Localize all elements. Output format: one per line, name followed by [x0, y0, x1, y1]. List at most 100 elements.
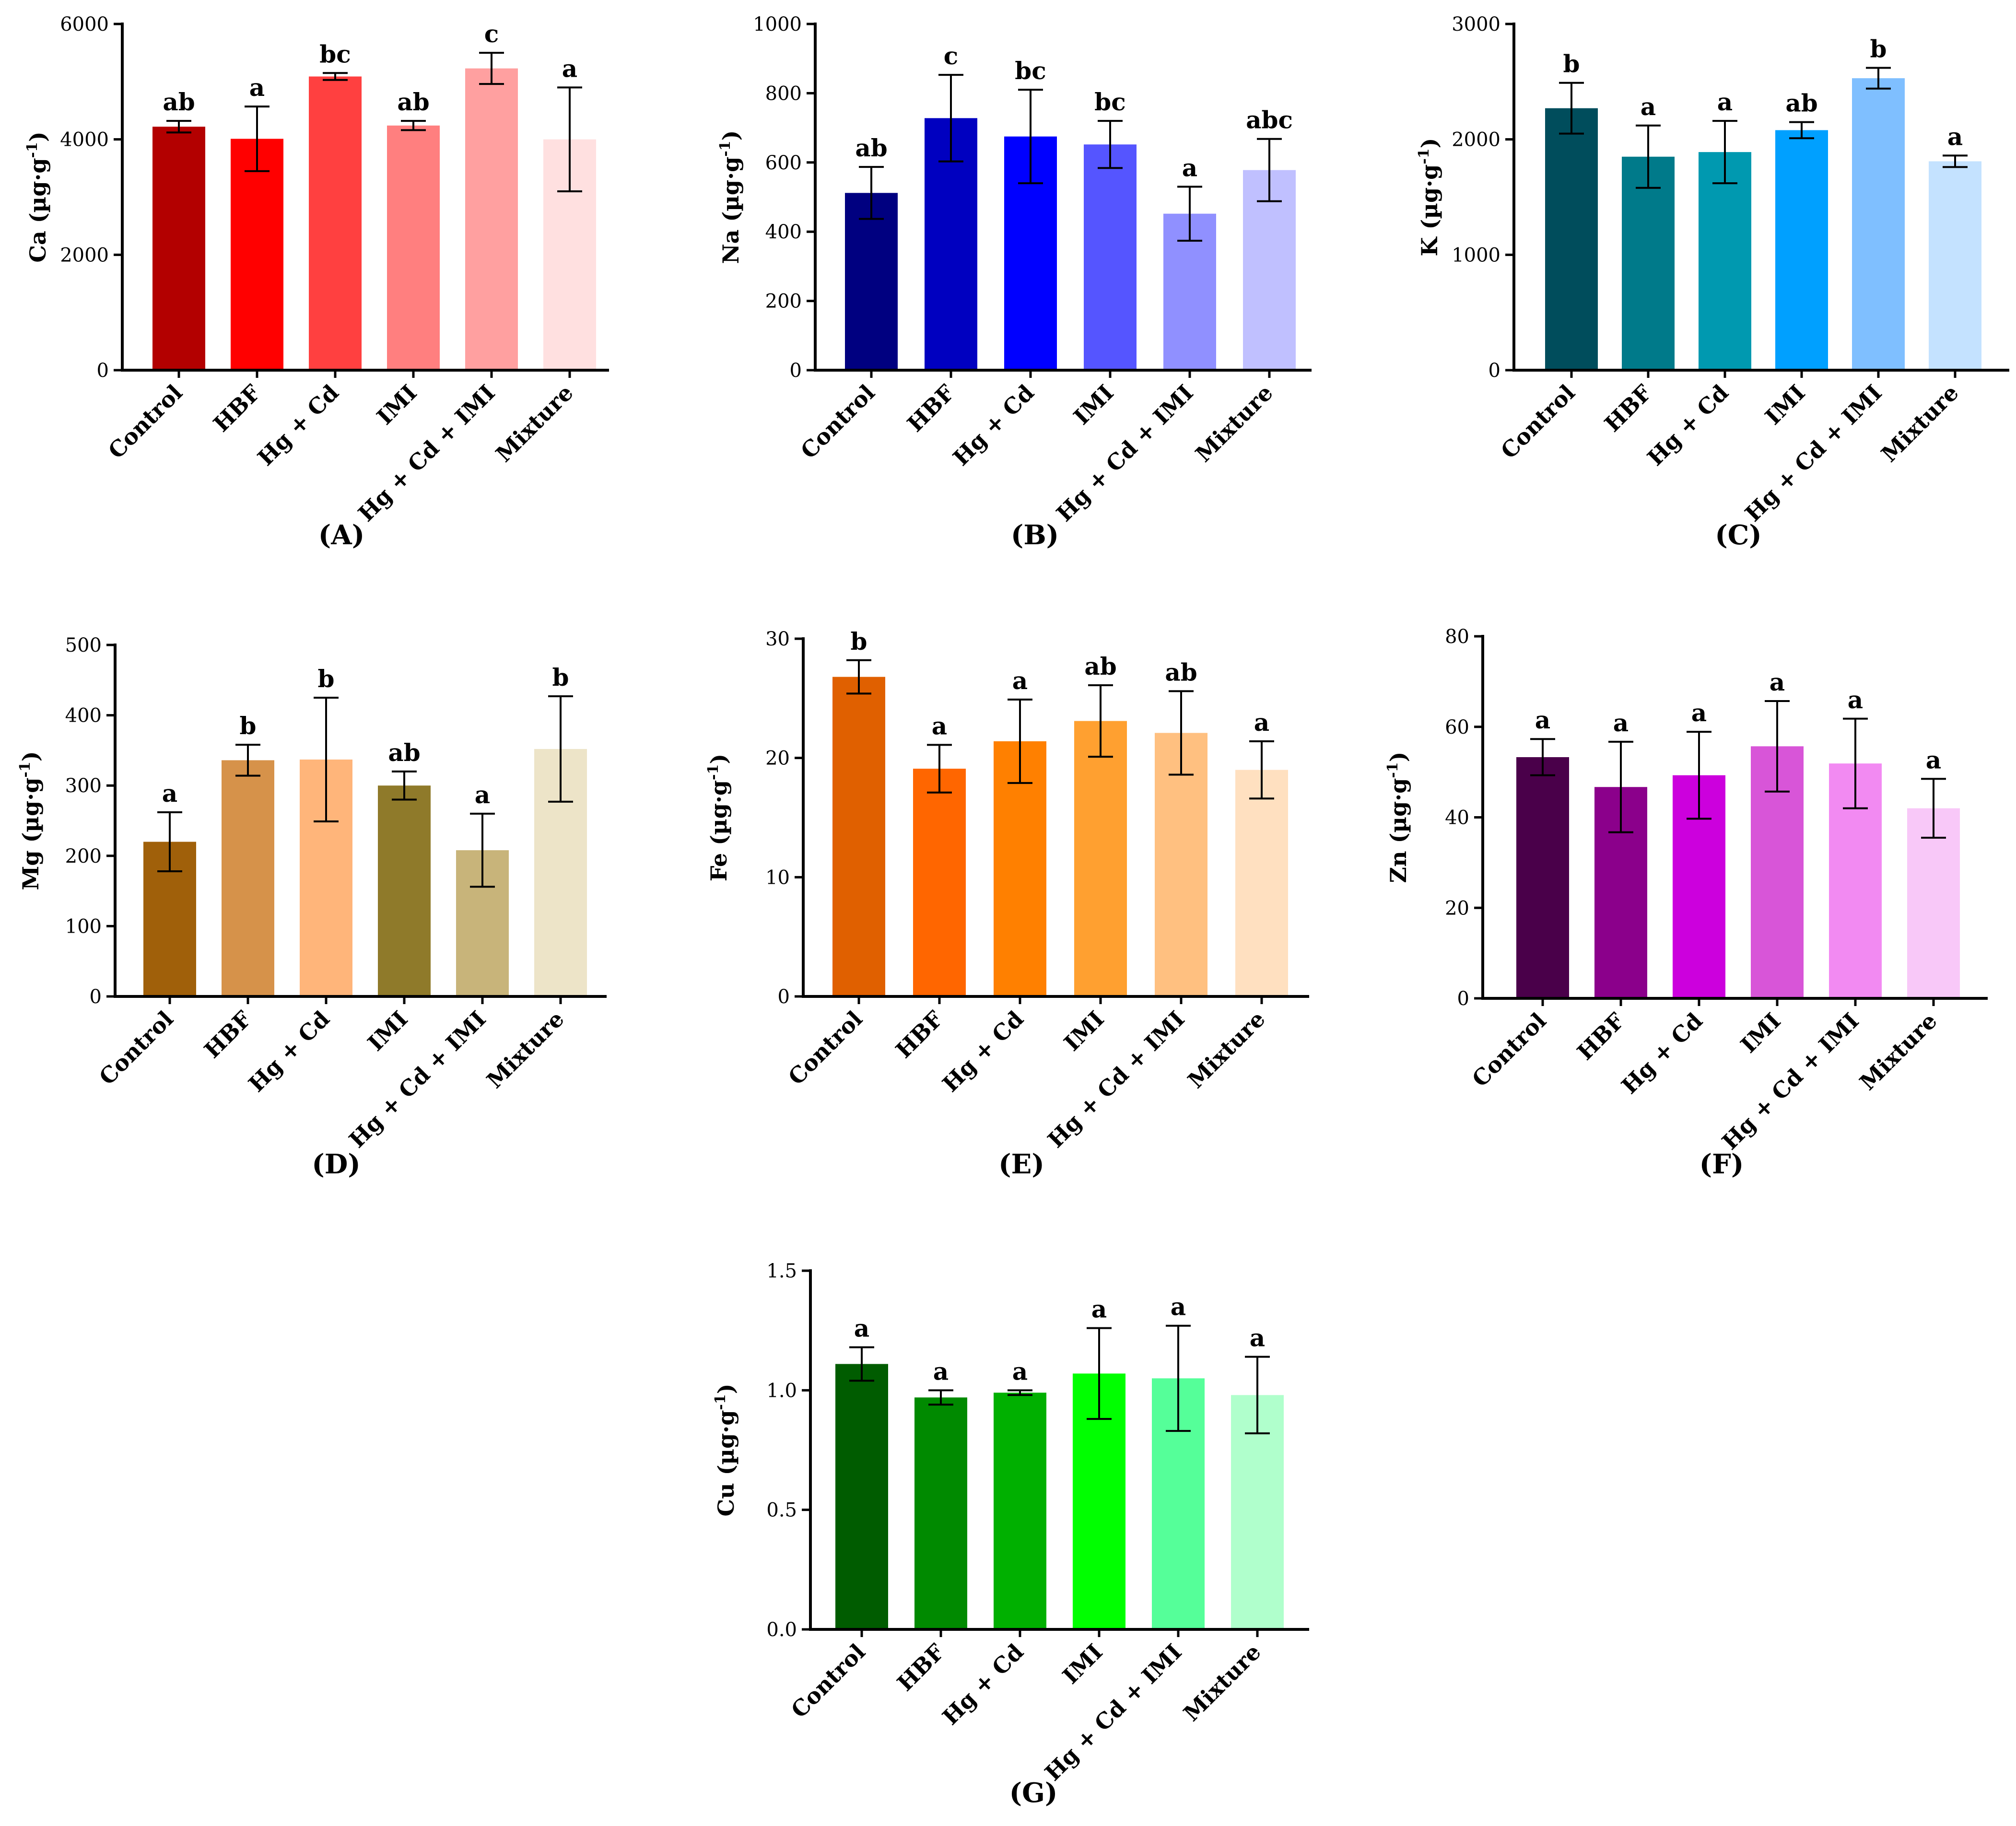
x-tick-label-ca-4: IMI [372, 380, 422, 430]
significance-label-zn-5: a [1848, 686, 1863, 714]
x-tick-label-zn-2: HBF [1572, 1007, 1629, 1065]
y-tick-label-k-1: 1000 [1452, 244, 1500, 266]
y-axis-title-fe: Fe (µg·g-1) [705, 754, 732, 881]
x-tick-label-cu-4: IMI [1057, 1639, 1108, 1689]
significance-label-na-5: a [1182, 153, 1197, 182]
error-bar-k-4 [1789, 121, 1814, 140]
x-tick-label-na-1: Control [796, 380, 880, 464]
bar-zn-1 [1516, 757, 1569, 998]
significance-label-mg-4: ab [388, 738, 420, 767]
bar-k-2 [1622, 156, 1675, 370]
error-bar-zn-5 [1843, 717, 1868, 809]
error-bar-fe-1 [846, 659, 871, 695]
significance-label-na-2: c [944, 42, 958, 70]
x-tick-label-ca-2: HBF [208, 379, 266, 437]
bar-k-3 [1699, 152, 1751, 370]
x-tick-label-fe-5: Hg + Cd + IMI [1043, 1006, 1190, 1153]
error-bar-cu-5 [1166, 1324, 1191, 1432]
bar-fe-5 [1155, 733, 1207, 996]
y-tick-label-ca-2: 4000 [60, 129, 109, 151]
panel-label-k: (C) [1715, 519, 1762, 551]
y-axis-title-mg: Mg (µg·g-1) [17, 751, 44, 890]
significance-label-na-6: abc [1246, 106, 1293, 134]
significance-label-k-6: a [1947, 122, 1963, 151]
bar-k-4 [1775, 130, 1828, 370]
error-bar-mg-6 [548, 695, 573, 803]
y-tick-label-mg-4: 400 [65, 705, 102, 727]
significance-label-fe-4: ab [1084, 652, 1116, 680]
error-bar-na-5 [1177, 186, 1202, 242]
significance-label-ca-5: c [484, 20, 499, 48]
error-bar-k-1 [1559, 82, 1584, 135]
y-tick-label-fe-0: 0 [778, 986, 790, 1008]
bar-ca-5 [465, 68, 518, 370]
error-bar-zn-3 [1687, 731, 1711, 820]
x-tick-label-na-5: Hg + Cd + IMI [1051, 380, 1198, 527]
x-tick-label-ca-1: Control [103, 380, 188, 464]
error-bar-cu-3 [1008, 1389, 1032, 1396]
bar-fe-6 [1235, 770, 1288, 996]
significance-label-cu-2: a [933, 1357, 949, 1385]
error-bar-na-1 [859, 166, 884, 220]
x-tick-label-cu-6: Mixture [1178, 1639, 1266, 1726]
bar-cu-1 [835, 1364, 888, 1629]
significance-label-ca-3: bc [319, 40, 351, 68]
error-bar-ca-5 [479, 52, 504, 85]
error-bar-k-2 [1636, 124, 1661, 189]
y-tick-label-cu-2: 1.0 [766, 1380, 797, 1402]
bar-fe-2 [913, 769, 966, 996]
significance-label-mg-1: a [162, 779, 177, 808]
x-tick-label-zn-5: Hg + Cd + IMI [1717, 1008, 1864, 1155]
significance-label-mg-6: b [552, 663, 569, 691]
y-tick-label-k-2: 2000 [1452, 129, 1500, 151]
error-bar-mg-3 [314, 696, 339, 822]
x-tick-label-zn-4: IMI [1735, 1008, 1786, 1058]
y-tick-label-cu-0: 0.0 [766, 1619, 797, 1641]
x-tick-label-cu-5: Hg + Cd + IMI [1040, 1639, 1187, 1786]
significance-label-cu-5: a [1171, 1293, 1186, 1321]
x-tick-label-na-6: Mixture [1190, 380, 1278, 467]
bar-zn-6 [1907, 808, 1960, 998]
error-bar-cu-2 [928, 1389, 953, 1406]
significance-label-fe-1: b [851, 627, 867, 655]
y-tick-label-zn-3: 60 [1445, 716, 1469, 738]
bar-cu-2 [914, 1397, 967, 1629]
y-tick-label-mg-0: 0 [90, 986, 102, 1008]
x-tick-label-na-3: Hg + Cd [948, 380, 1039, 471]
x-tick-label-k-3: Hg + Cd [1642, 380, 1734, 471]
x-tick-label-zn-6: Mixture [1854, 1008, 1942, 1095]
error-bar-mg-5 [470, 812, 495, 888]
significance-label-na-1: ab [855, 134, 887, 162]
error-bar-cu-6 [1245, 1356, 1270, 1435]
error-bar-zn-1 [1530, 738, 1555, 776]
y-tick-label-k-3: 3000 [1452, 13, 1500, 35]
significance-label-cu-6: a [1250, 1324, 1265, 1352]
error-bar-zn-4 [1765, 700, 1790, 793]
bar-na-1 [845, 193, 898, 370]
significance-label-mg-3: b [318, 665, 335, 693]
y-tick-label-fe-2: 20 [765, 748, 790, 770]
x-tick-label-ca-6: Mixture [491, 380, 578, 467]
bar-na-6 [1243, 170, 1296, 370]
y-tick-label-fe-1: 10 [765, 866, 790, 889]
bar-k-1 [1545, 108, 1598, 371]
x-tick-label-mg-6: Mixture [481, 1006, 569, 1093]
x-tick-label-zn-3: Hg + Cd [1617, 1008, 1708, 1099]
x-tick-label-mg-3: Hg + Cd [244, 1006, 335, 1097]
significance-label-cu-1: a [854, 1314, 869, 1343]
error-bar-k-6 [1943, 154, 1968, 168]
significance-label-zn-1: a [1535, 706, 1550, 734]
x-tick-label-fe-4: IMI [1059, 1006, 1109, 1056]
significance-label-fe-3: a [1012, 667, 1028, 695]
significance-label-ca-6: a [562, 54, 577, 82]
y-axis-title-na: Na (µg·g-1) [717, 130, 744, 264]
x-tick-label-k-1: Control [1496, 380, 1580, 464]
significance-label-na-3: bc [1015, 57, 1046, 85]
error-bar-fe-3 [1008, 698, 1032, 784]
x-tick-label-mg-2: HBF [199, 1006, 257, 1063]
error-bar-mg-4 [392, 770, 417, 801]
